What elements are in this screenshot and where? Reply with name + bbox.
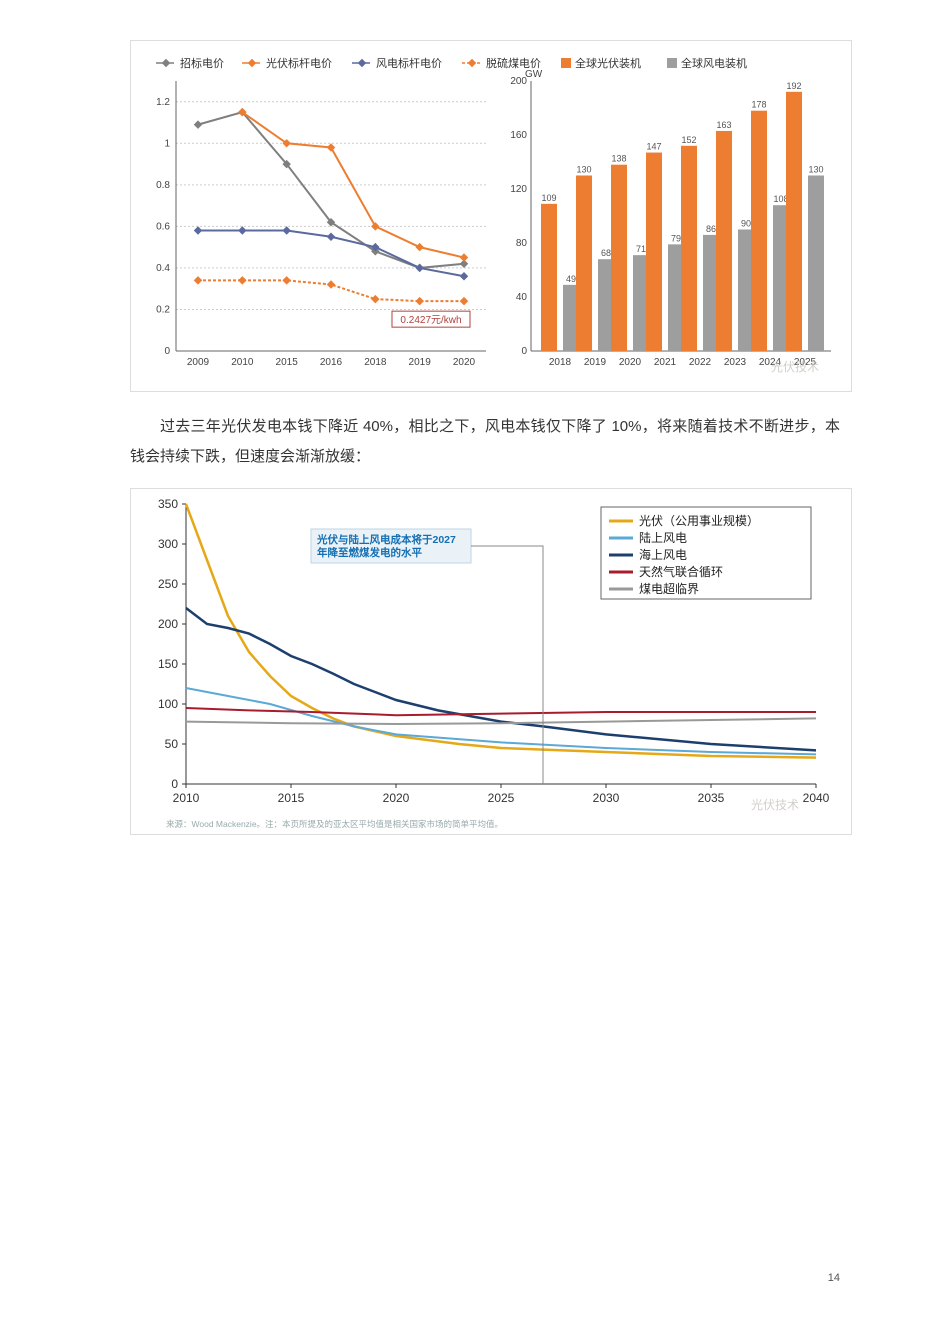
svg-text:光伏技术: 光伏技术 [751,798,799,812]
chart1-svg: 招标电价 光伏标杆电价 风电标杆电价 脱硫煤电价 全球光伏装机 全球风电装机 0 0.2 0.4… [131,41,851,391]
svg-text:300: 300 [158,537,178,551]
svg-text:0.4: 0.4 [156,263,170,274]
svg-text:86: 86 [706,224,716,234]
svg-text:2022: 2022 [689,357,712,368]
svg-text:2010: 2010 [231,357,254,368]
svg-text:250: 250 [158,577,178,591]
svg-text:2015: 2015 [278,791,305,805]
svg-text:2020: 2020 [453,357,476,368]
svg-text:192: 192 [786,81,801,91]
svg-text:200: 200 [158,617,178,631]
svg-text:2015: 2015 [276,357,299,368]
svg-text:150: 150 [158,657,178,671]
svg-text:招标电价: 招标电价 [180,56,224,70]
svg-text:0.8: 0.8 [156,180,170,191]
svg-text:0.6: 0.6 [156,221,170,232]
svg-text:2020: 2020 [383,791,410,805]
svg-text:71: 71 [636,244,646,254]
svg-text:50: 50 [165,737,179,751]
svg-text:2035: 2035 [698,791,725,805]
price-capacity-combo-chart: 招标电价 光伏标杆电价 风电标杆电价 脱硫煤电价 全球光伏装机 全球风电装机 0 0.2 0.4… [130,40,852,392]
svg-text:全球风电装机: 全球风电装机 [681,56,747,70]
page-number: 14 [828,1272,840,1284]
svg-text:90: 90 [741,219,751,229]
body-paragraph: 过去三年光伏发电本钱下降近 40%，相比之下，风电本钱仅下降了 10%，将来随着… [130,412,840,472]
svg-text:2016: 2016 [320,357,343,368]
svg-text:163: 163 [716,120,731,130]
svg-text:煤电超临界: 煤电超临界 [639,581,699,596]
svg-text:2019: 2019 [409,357,432,368]
svg-text:80: 80 [516,238,528,249]
lcoe-trend-chart: 0 50 100 150 200 250 300 350 2010 2015 2020 2025 203… [130,488,852,835]
svg-text:陆上风电: 陆上风电 [639,530,687,545]
svg-text:49: 49 [566,274,576,284]
svg-text:风电标杆电价: 风电标杆电价 [376,56,442,70]
svg-text:2010: 2010 [173,791,200,805]
svg-text:40: 40 [516,292,528,303]
svg-text:0.2427元/kwh: 0.2427元/kwh [400,315,461,326]
svg-text:2025: 2025 [488,791,515,805]
svg-text:2009: 2009 [187,357,210,368]
svg-text:2023: 2023 [724,357,747,368]
svg-text:0: 0 [521,346,527,357]
svg-text:脱硫煤电价: 脱硫煤电价 [486,56,541,70]
svg-text:2040: 2040 [803,791,830,805]
svg-text:79: 79 [671,233,681,243]
svg-text:130: 130 [808,165,823,175]
svg-text:1: 1 [164,138,170,149]
svg-text:2021: 2021 [654,357,677,368]
svg-text:2018: 2018 [549,357,572,368]
svg-text:2020: 2020 [619,357,642,368]
svg-text:全球光伏装机: 全球光伏装机 [575,56,641,70]
svg-text:GW: GW [525,69,543,80]
svg-text:2018: 2018 [364,357,387,368]
svg-text:138: 138 [611,154,626,164]
svg-text:160: 160 [510,130,527,141]
svg-text:109: 109 [541,193,556,203]
svg-text:350: 350 [158,497,178,511]
svg-text:1.2: 1.2 [156,97,170,108]
svg-text:120: 120 [510,184,527,195]
svg-text:178: 178 [751,100,766,110]
chart2-svg: 0 50 100 150 200 250 300 350 2010 2015 2020 2025 203… [131,489,851,834]
svg-text:152: 152 [681,135,696,145]
svg-text:来源：Wood Mackenzie。注：本页所提及的亚太区平: 来源：Wood Mackenzie。注：本页所提及的亚太区平均值是相关国家市场的… [166,819,503,829]
svg-text:2019: 2019 [584,357,607,368]
svg-text:147: 147 [646,142,661,152]
svg-text:68: 68 [601,248,611,258]
svg-text:100: 100 [158,697,178,711]
svg-text:光伏与陆上风电成本将于2027: 光伏与陆上风电成本将于2027 [316,533,456,546]
svg-text:0.2: 0.2 [156,304,170,315]
svg-text:0: 0 [171,777,178,791]
svg-text:光伏标杆电价: 光伏标杆电价 [266,56,332,70]
svg-text:天然气联合循环: 天然气联合循环 [639,564,723,579]
svg-text:年降至燃煤发电的水平: 年降至燃煤发电的水平 [317,546,422,559]
svg-text:光伏（公用事业规模）: 光伏（公用事业规模） [639,513,759,528]
svg-text:2030: 2030 [593,791,620,805]
svg-text:海上风电: 海上风电 [639,547,687,562]
svg-text:0: 0 [164,346,170,357]
svg-text:130: 130 [576,165,591,175]
svg-text:光伏技术: 光伏技术 [771,360,819,374]
